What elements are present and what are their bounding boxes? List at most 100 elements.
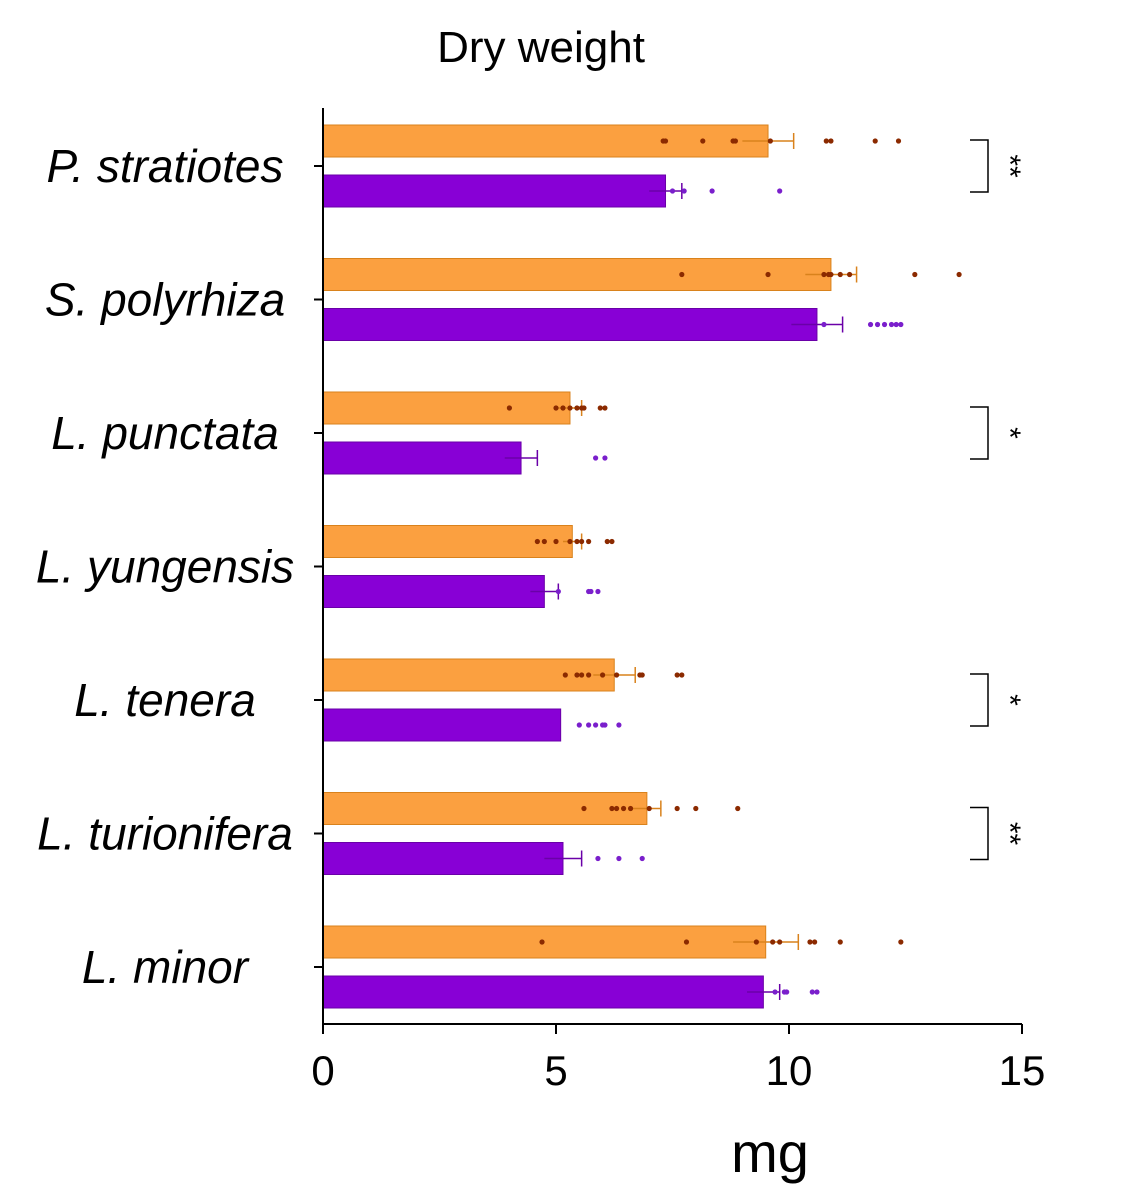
data-point [639,855,645,862]
data-point [812,939,818,945]
data-point [602,455,608,461]
points-layer [506,138,962,995]
data-point [553,538,559,545]
data-point [893,321,899,328]
data-point [541,538,547,545]
data-point [593,455,599,461]
x-tick-label: 10 [766,1047,813,1094]
data-point [709,188,715,194]
category-label: P. stratiotes [47,140,284,192]
category-label: L. yungensis [36,541,294,593]
data-point [616,722,622,728]
category-label: S. polyrhiza [45,274,285,326]
data-point [700,138,706,144]
data-point [888,321,895,328]
data-point [595,588,601,595]
x-axis-label: mg [731,1121,809,1184]
data-point [669,188,676,194]
bar [322,308,818,341]
data-point [679,271,685,278]
chart-title: Dry weight [437,23,645,72]
significance-bracket [970,406,989,460]
data-point [609,805,615,812]
data-point [770,939,776,945]
data-point [693,805,699,812]
data-point [898,321,904,328]
data-point [735,805,741,812]
significance-bracket [970,673,989,727]
data-point [553,405,559,411]
bar [322,975,764,1009]
data-point [784,989,790,995]
data-point [767,138,773,144]
data-point [574,672,580,678]
data-point [597,405,603,411]
significance-label: ** [993,154,1026,178]
data-point [753,939,759,945]
data-point [586,722,592,728]
data-point [846,271,853,278]
data-point [823,138,829,144]
data-point [555,588,561,595]
bar [322,391,571,425]
bar [322,124,769,158]
bar [322,575,545,608]
category-label: L. tenera [74,674,256,726]
data-point [539,939,545,945]
data-point [579,538,585,545]
data-point [588,588,594,595]
bar [322,792,648,825]
x-tick-label: 5 [544,1047,567,1094]
data-point [765,271,771,278]
category-labels: P. stratiotes S. polyrhiza L. punctata L. y… [36,140,294,993]
data-point [609,538,615,545]
data-point [593,722,599,728]
data-point [581,405,587,411]
axes-layer: 0 5 10 15 [311,108,1045,1094]
bar [322,174,667,208]
data-point [586,538,592,545]
significance-bracket [970,806,989,861]
data-point [777,188,783,194]
data-point [807,939,813,945]
data-point [574,538,580,545]
data-point [616,855,622,862]
category-label: L. turionifera [37,808,293,860]
data-point [639,672,645,678]
data-point [576,722,582,728]
bar [322,258,832,291]
data-point [586,672,592,678]
category-label: L. minor [82,941,250,993]
bar [322,658,615,692]
data-point [821,271,827,278]
data-point [534,538,540,545]
data-point [828,271,834,278]
data-point [679,672,685,678]
data-point [581,805,587,812]
data-point [613,805,620,812]
data-point [867,321,874,328]
data-point [821,321,827,328]
data-point [674,805,680,812]
data-point [681,188,687,194]
data-point [872,138,878,144]
data-point [777,939,783,945]
data-point [574,405,580,411]
x-tick-label: 0 [311,1047,334,1094]
data-point [560,405,566,411]
data-point [602,722,608,728]
data-point [732,138,739,144]
significance-markers: ****** [970,139,1026,861]
data-point [646,805,652,812]
data-point [627,805,634,812]
data-point [837,939,843,945]
data-point [898,939,904,945]
data-point [595,855,601,862]
data-point [613,672,620,678]
data-point [814,989,820,995]
data-point [662,138,669,144]
significance-label: * [993,694,1026,706]
data-point [620,805,627,812]
data-point [562,672,568,678]
